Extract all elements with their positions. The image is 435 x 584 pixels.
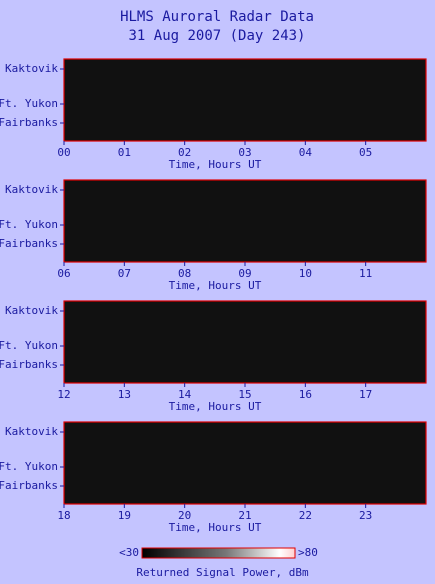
y-tick-label: Ft. Yukon — [0, 339, 58, 352]
chart-title: HLMS Auroral Radar Data — [120, 9, 314, 25]
x-tick-label: 18 — [57, 509, 70, 522]
x-tick-label: 20 — [178, 509, 191, 522]
y-tick-label: Fairbanks — [0, 479, 58, 492]
x-tick-label: 11 — [359, 267, 372, 280]
x-tick-label: 14 — [178, 388, 192, 401]
x-tick-label: 00 — [57, 146, 70, 159]
y-tick-label: Kaktovik — [5, 304, 58, 317]
x-tick-label: 07 — [118, 267, 131, 280]
x-tick-label: 15 — [238, 388, 251, 401]
x-axis-label: Time, Hours UT — [169, 158, 262, 171]
x-axis-label: Time, Hours UT — [169, 279, 262, 292]
x-axis-label: Time, Hours UT — [169, 521, 262, 534]
y-tick-label: Fairbanks — [0, 237, 58, 250]
x-tick-label: 01 — [118, 146, 131, 159]
x-tick-label: 13 — [118, 388, 131, 401]
y-tick-label: Ft. Yukon — [0, 97, 58, 110]
colorbar — [141, 547, 296, 559]
y-tick-label: Fairbanks — [0, 116, 58, 129]
y-tick-label: Fairbanks — [0, 358, 58, 371]
x-tick-label: 21 — [238, 509, 251, 522]
y-tick-label: Kaktovik — [5, 425, 58, 438]
y-tick-label: Kaktovik — [5, 183, 58, 196]
y-tick-label: Ft. Yukon — [0, 460, 58, 473]
y-tick-label: Kaktovik — [5, 62, 58, 75]
x-tick-label: 12 — [57, 388, 70, 401]
x-axis-label: Time, Hours UT — [169, 400, 262, 413]
heatmap-panel — [63, 179, 427, 263]
x-tick-label: 08 — [178, 267, 191, 280]
y-tick-label: Ft. Yukon — [0, 218, 58, 231]
x-tick-label: 02 — [178, 146, 191, 159]
x-tick-label: 04 — [299, 146, 313, 159]
x-tick-label: 16 — [299, 388, 312, 401]
x-tick-label: 10 — [299, 267, 312, 280]
heatmap-panel — [63, 58, 427, 142]
chart-subtitle: 31 Aug 2007 (Day 243) — [128, 28, 305, 44]
x-tick-label: 09 — [238, 267, 251, 280]
heatmap-panel — [63, 421, 427, 505]
x-tick-label: 05 — [359, 146, 372, 159]
x-tick-label: 06 — [57, 267, 70, 280]
x-tick-label: 23 — [359, 509, 372, 522]
x-tick-label: 19 — [118, 509, 131, 522]
colorbar-label: Returned Signal Power, dBm — [136, 566, 309, 579]
colorbar-tick-label: >80 — [298, 546, 318, 559]
x-tick-label: 17 — [359, 388, 372, 401]
x-tick-label: 22 — [299, 509, 312, 522]
heatmap-panel — [63, 300, 427, 384]
x-tick-label: 03 — [238, 146, 251, 159]
colorbar-tick-label: <30 — [119, 546, 139, 559]
